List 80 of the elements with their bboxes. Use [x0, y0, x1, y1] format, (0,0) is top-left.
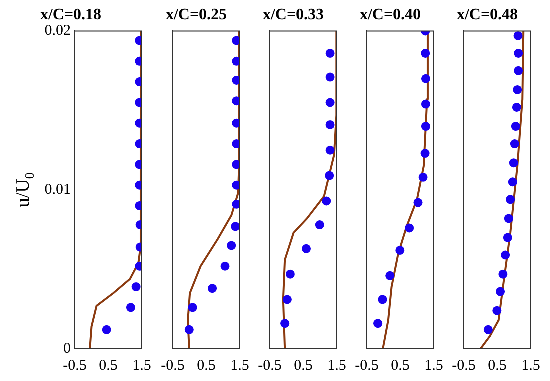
point: [506, 195, 516, 204]
chart-title: x/C=0.25: [166, 6, 227, 24]
point: [422, 100, 431, 109]
chart-title: x/C=0.18: [40, 6, 102, 24]
point: [232, 76, 240, 85]
point: [322, 196, 332, 206]
y-axis-title: u/U0: [13, 172, 37, 208]
point: [501, 250, 510, 260]
point: [510, 140, 520, 149]
point: [326, 146, 335, 155]
point: [504, 233, 513, 242]
x-tick-label: -0.5: [258, 358, 282, 374]
chart-title: x/C=0.48: [457, 6, 518, 24]
point: [414, 198, 424, 208]
x-tick-label: 0.5: [391, 358, 410, 374]
point: [514, 66, 524, 76]
point: [512, 122, 521, 132]
y-tick-label: 0.02: [44, 23, 71, 40]
point: [496, 287, 506, 296]
x-tick-label: -0.5: [160, 358, 185, 374]
point: [302, 244, 312, 254]
x-tick-label: 0.5: [294, 358, 313, 374]
point: [232, 180, 240, 190]
point: [326, 48, 335, 58]
point: [232, 160, 240, 170]
point: [514, 48, 524, 58]
x-tick-label: 1.5: [424, 358, 444, 374]
point: [421, 48, 430, 58]
point: [374, 319, 383, 328]
point: [326, 120, 335, 130]
x-tick-label: 0.5: [196, 358, 216, 374]
point: [325, 171, 334, 180]
point: [184, 325, 194, 334]
point: [492, 306, 502, 316]
point: [514, 31, 524, 40]
point: [232, 140, 240, 149]
point: [419, 172, 428, 182]
x-tick-label: -0.5: [355, 358, 380, 374]
x-tick-label: -0.5: [452, 358, 476, 374]
point: [230, 222, 240, 232]
point: [504, 214, 514, 224]
point: [208, 284, 217, 294]
point: [315, 220, 324, 230]
point: [188, 303, 197, 312]
point: [396, 246, 405, 255]
point: [220, 262, 230, 271]
point: [421, 149, 430, 158]
x-tick-label: 0.5: [488, 358, 508, 374]
point: [232, 36, 240, 46]
point: [326, 72, 335, 82]
x-tick-label: -0.5: [63, 358, 87, 374]
x-tick-label: 1.5: [230, 358, 250, 374]
point: [282, 295, 292, 304]
x-tick-label: 1.5: [328, 358, 346, 374]
x-tick-label: 1.5: [522, 358, 541, 374]
point: [226, 241, 236, 250]
point: [484, 325, 494, 334]
point: [232, 118, 240, 128]
point: [512, 102, 522, 112]
point: [326, 98, 335, 108]
point: [498, 270, 508, 279]
point: [232, 96, 240, 106]
point: [422, 74, 431, 84]
point: [280, 319, 290, 328]
point: [422, 122, 431, 132]
point: [386, 271, 395, 280]
y-tick-label: 0: [64, 340, 71, 357]
x-tick-label: 1.5: [132, 358, 152, 374]
x-tick-label: 0.5: [99, 358, 118, 374]
point: [508, 178, 518, 187]
point: [378, 295, 388, 304]
point: [405, 224, 414, 233]
point: [286, 270, 295, 279]
y-tick-label: 0.01: [44, 182, 71, 198]
chart-title: x/C=0.33: [262, 6, 324, 24]
chart-title: x/C=0.40: [360, 6, 422, 24]
point: [513, 85, 522, 94]
point: [510, 158, 519, 168]
point: [232, 56, 240, 66]
point: [232, 200, 240, 209]
